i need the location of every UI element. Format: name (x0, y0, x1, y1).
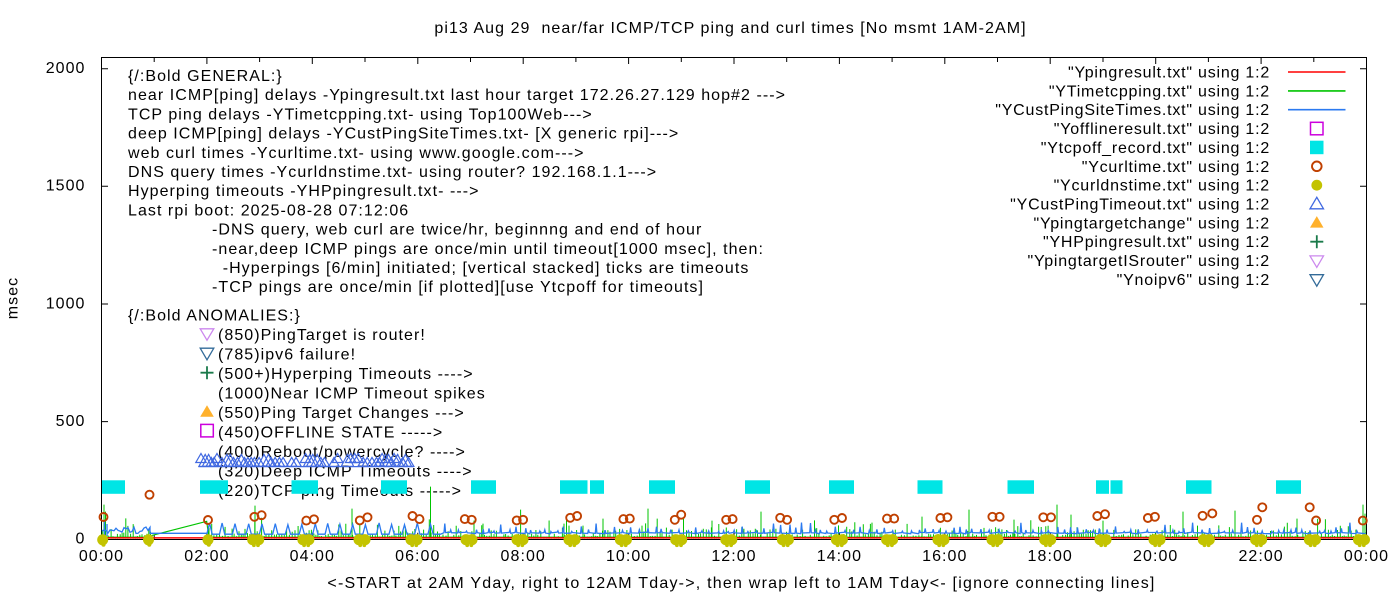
svg-text:TCP ping delays -YTimetcpping.: TCP ping delays -YTimetcpping.txt- using… (128, 106, 593, 123)
svg-text:(785)ipv6 failure!: (785)ipv6 failure! (218, 347, 356, 364)
svg-text:-DNS query, web curl are twice: -DNS query, web curl are twice/hr, begin… (212, 222, 702, 239)
svg-text:"Ycurltime.txt" using 1:2: "Ycurltime.txt" using 1:2 (1082, 159, 1270, 176)
svg-text:Hyperping timeouts -YHPpingres: Hyperping timeouts -YHPpingresult.txt- -… (128, 183, 479, 200)
svg-text:04:00: 04:00 (290, 548, 335, 565)
svg-text:(320)Deep ICMP Timeouts ---->: (320)Deep ICMP Timeouts ----> (218, 464, 473, 481)
svg-text:-Hyperpings [6/min] initiated;: -Hyperpings [6/min] initiated; [vertical… (223, 260, 750, 277)
svg-text:"Yofflineresult.txt" using 1:2: "Yofflineresult.txt" using 1:2 (1054, 121, 1270, 138)
svg-text:20:00: 20:00 (1133, 548, 1178, 565)
svg-text:"Ytcpoff_record.txt" using 1:2: "Ytcpoff_record.txt" using 1:2 (1041, 140, 1270, 157)
svg-text:{/:Bold ANOMALIES:}: {/:Bold ANOMALIES:} (128, 308, 301, 325)
svg-text:(450)OFFLINE STATE ----->: (450)OFFLINE STATE -----> (218, 425, 443, 442)
svg-text:"Ycurldnstime.txt" using 1:2: "Ycurldnstime.txt" using 1:2 (1054, 178, 1270, 195)
svg-text:"Ypingtargetchange" using 1:2: "Ypingtargetchange" using 1:2 (1033, 215, 1270, 232)
svg-text:-near,deep ICMP pings are once: -near,deep ICMP pings are once/min until… (212, 241, 764, 258)
svg-text:22:00: 22:00 (1238, 548, 1283, 565)
svg-text:(500+)Hyperping Timeouts ---->: (500+)Hyperping Timeouts ----> (218, 366, 474, 383)
svg-text:12:00: 12:00 (711, 548, 756, 565)
svg-text:<-START at 2AM Yday, right to: <-START at 2AM Yday, right to 12AM Tday-… (327, 575, 1155, 592)
svg-text:0: 0 (76, 531, 86, 548)
svg-text:"YTimetcpping.txt" using 1:2: "YTimetcpping.txt" using 1:2 (1049, 83, 1270, 100)
svg-text:pi13 Aug 29 near/far ICMP/TCP: pi13 Aug 29 near/far ICMP/TCP ping and c… (434, 20, 1026, 37)
svg-text:00:00: 00:00 (1344, 548, 1389, 565)
svg-text:10:00: 10:00 (606, 548, 651, 565)
svg-text:14:00: 14:00 (817, 548, 862, 565)
svg-text:1000: 1000 (46, 295, 86, 312)
svg-text:(550)Ping Target Changes --->: (550)Ping Target Changes ---> (218, 405, 465, 422)
svg-text:Last rpi boot: 2025-08-28 07:1: Last rpi boot: 2025-08-28 07:12:06 (128, 202, 409, 219)
svg-text:06:00: 06:00 (395, 548, 440, 565)
svg-text:18:00: 18:00 (1028, 548, 1073, 565)
svg-text:(850)PingTarget is router!: (850)PingTarget is router! (218, 327, 426, 344)
svg-text:"Ynoipv6" using 1:2: "Ynoipv6" using 1:2 (1117, 272, 1270, 289)
svg-text:msec: msec (5, 277, 22, 319)
svg-text:DNS query times -Ycurldnstime.: DNS query times -Ycurldnstime.txt- using… (128, 164, 657, 181)
svg-text:deep ICMP[ping] delays -YCustP: deep ICMP[ping] delays -YCustPingSiteTim… (128, 126, 679, 143)
svg-text:"YpingtargetISrouter" using 1:: "YpingtargetISrouter" using 1:2 (1028, 253, 1271, 270)
svg-text:web curl times -Ycurltime.txt-: web curl times -Ycurltime.txt- using www… (127, 145, 585, 162)
svg-text:1500: 1500 (46, 178, 86, 195)
svg-text:"YHPpingresult.txt" using 1:2: "YHPpingresult.txt" using 1:2 (1043, 234, 1270, 251)
svg-text:"Ypingresult.txt" using 1:2: "Ypingresult.txt" using 1:2 (1068, 65, 1270, 82)
svg-text:{/:Bold GENERAL:}: {/:Bold GENERAL:} (128, 68, 283, 85)
svg-text:00:00: 00:00 (79, 548, 124, 565)
svg-text:02:00: 02:00 (184, 548, 229, 565)
svg-text:(220)TCP ping Timeouts ----->: (220)TCP ping Timeouts -----> (218, 483, 462, 500)
svg-text:"YCustPingSiteTimes.txt" using: "YCustPingSiteTimes.txt" using 1:2 (995, 102, 1270, 119)
svg-text:-TCP pings are once/min [if pl: -TCP pings are once/min [if plotted][use… (212, 279, 704, 296)
svg-text:08:00: 08:00 (501, 548, 546, 565)
svg-text:"YCustPingTimeout.txt" using 1: "YCustPingTimeout.txt" using 1:2 (1010, 197, 1270, 214)
svg-text:(1000)Near ICMP Timeout spikes: (1000)Near ICMP Timeout spikes (218, 386, 486, 403)
svg-text:500: 500 (56, 413, 86, 430)
svg-text:2000: 2000 (46, 60, 86, 77)
svg-text:16:00: 16:00 (922, 548, 967, 565)
svg-text:near ICMP[ping] delays -Ypingr: near ICMP[ping] delays -Ypingresult.txt … (128, 87, 786, 104)
